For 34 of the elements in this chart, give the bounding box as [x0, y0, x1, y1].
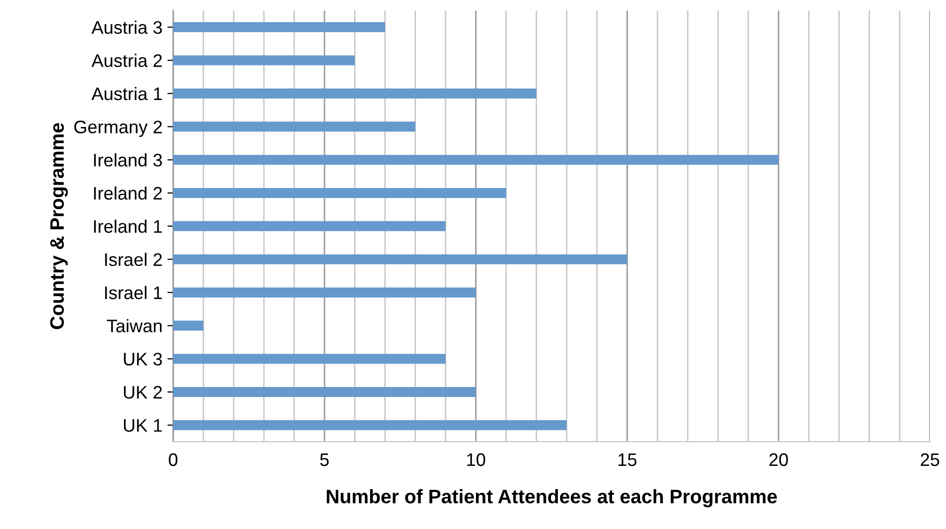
- bar: [173, 320, 204, 331]
- x-tick-label: 0: [168, 453, 178, 466]
- y-tick-label: Austria 1: [91, 86, 162, 100]
- bar: [173, 122, 416, 132]
- bar: [173, 420, 567, 430]
- y-tick-label: UK 1: [124, 419, 162, 432]
- bar: [173, 88, 536, 98]
- bar: [173, 154, 779, 165]
- y-tick-label: UK 3: [124, 352, 162, 366]
- y-tick-label: Taiwan: [106, 319, 162, 332]
- x-tick-label: 5: [320, 453, 329, 466]
- x-tick-label: 10: [467, 453, 486, 466]
- bar: [173, 354, 446, 364]
- x-axis-title: Number of Patient Attendees at each Programme: [326, 489, 777, 508]
- y-tick-label: Israel 2: [105, 252, 162, 266]
- y-tick-label: Ireland 2: [94, 186, 162, 200]
- y-tick-label: Ireland 1: [94, 220, 162, 233]
- y-axis-title: Country & Programme: [50, 123, 68, 330]
- bar: [173, 254, 628, 264]
- x-tick-label: 25: [920, 453, 940, 466]
- bar: [173, 55, 355, 66]
- bar: [173, 386, 476, 397]
- y-tick-label: Austria 3: [91, 20, 162, 34]
- y-tick-label: Ireland 3: [94, 153, 162, 167]
- bar: [173, 221, 446, 232]
- y-tick-label: Israel 1: [105, 286, 162, 300]
- bar: [173, 188, 506, 198]
- y-tick-label: Germany 2: [74, 120, 162, 137]
- x-tick-label: 20: [769, 453, 788, 466]
- x-tick-label: 15: [618, 453, 636, 466]
- y-tick-label: UK 2: [124, 386, 162, 399]
- y-tick-label: Austria 2: [91, 54, 162, 68]
- bar: [173, 288, 476, 298]
- bar: [173, 22, 386, 32]
